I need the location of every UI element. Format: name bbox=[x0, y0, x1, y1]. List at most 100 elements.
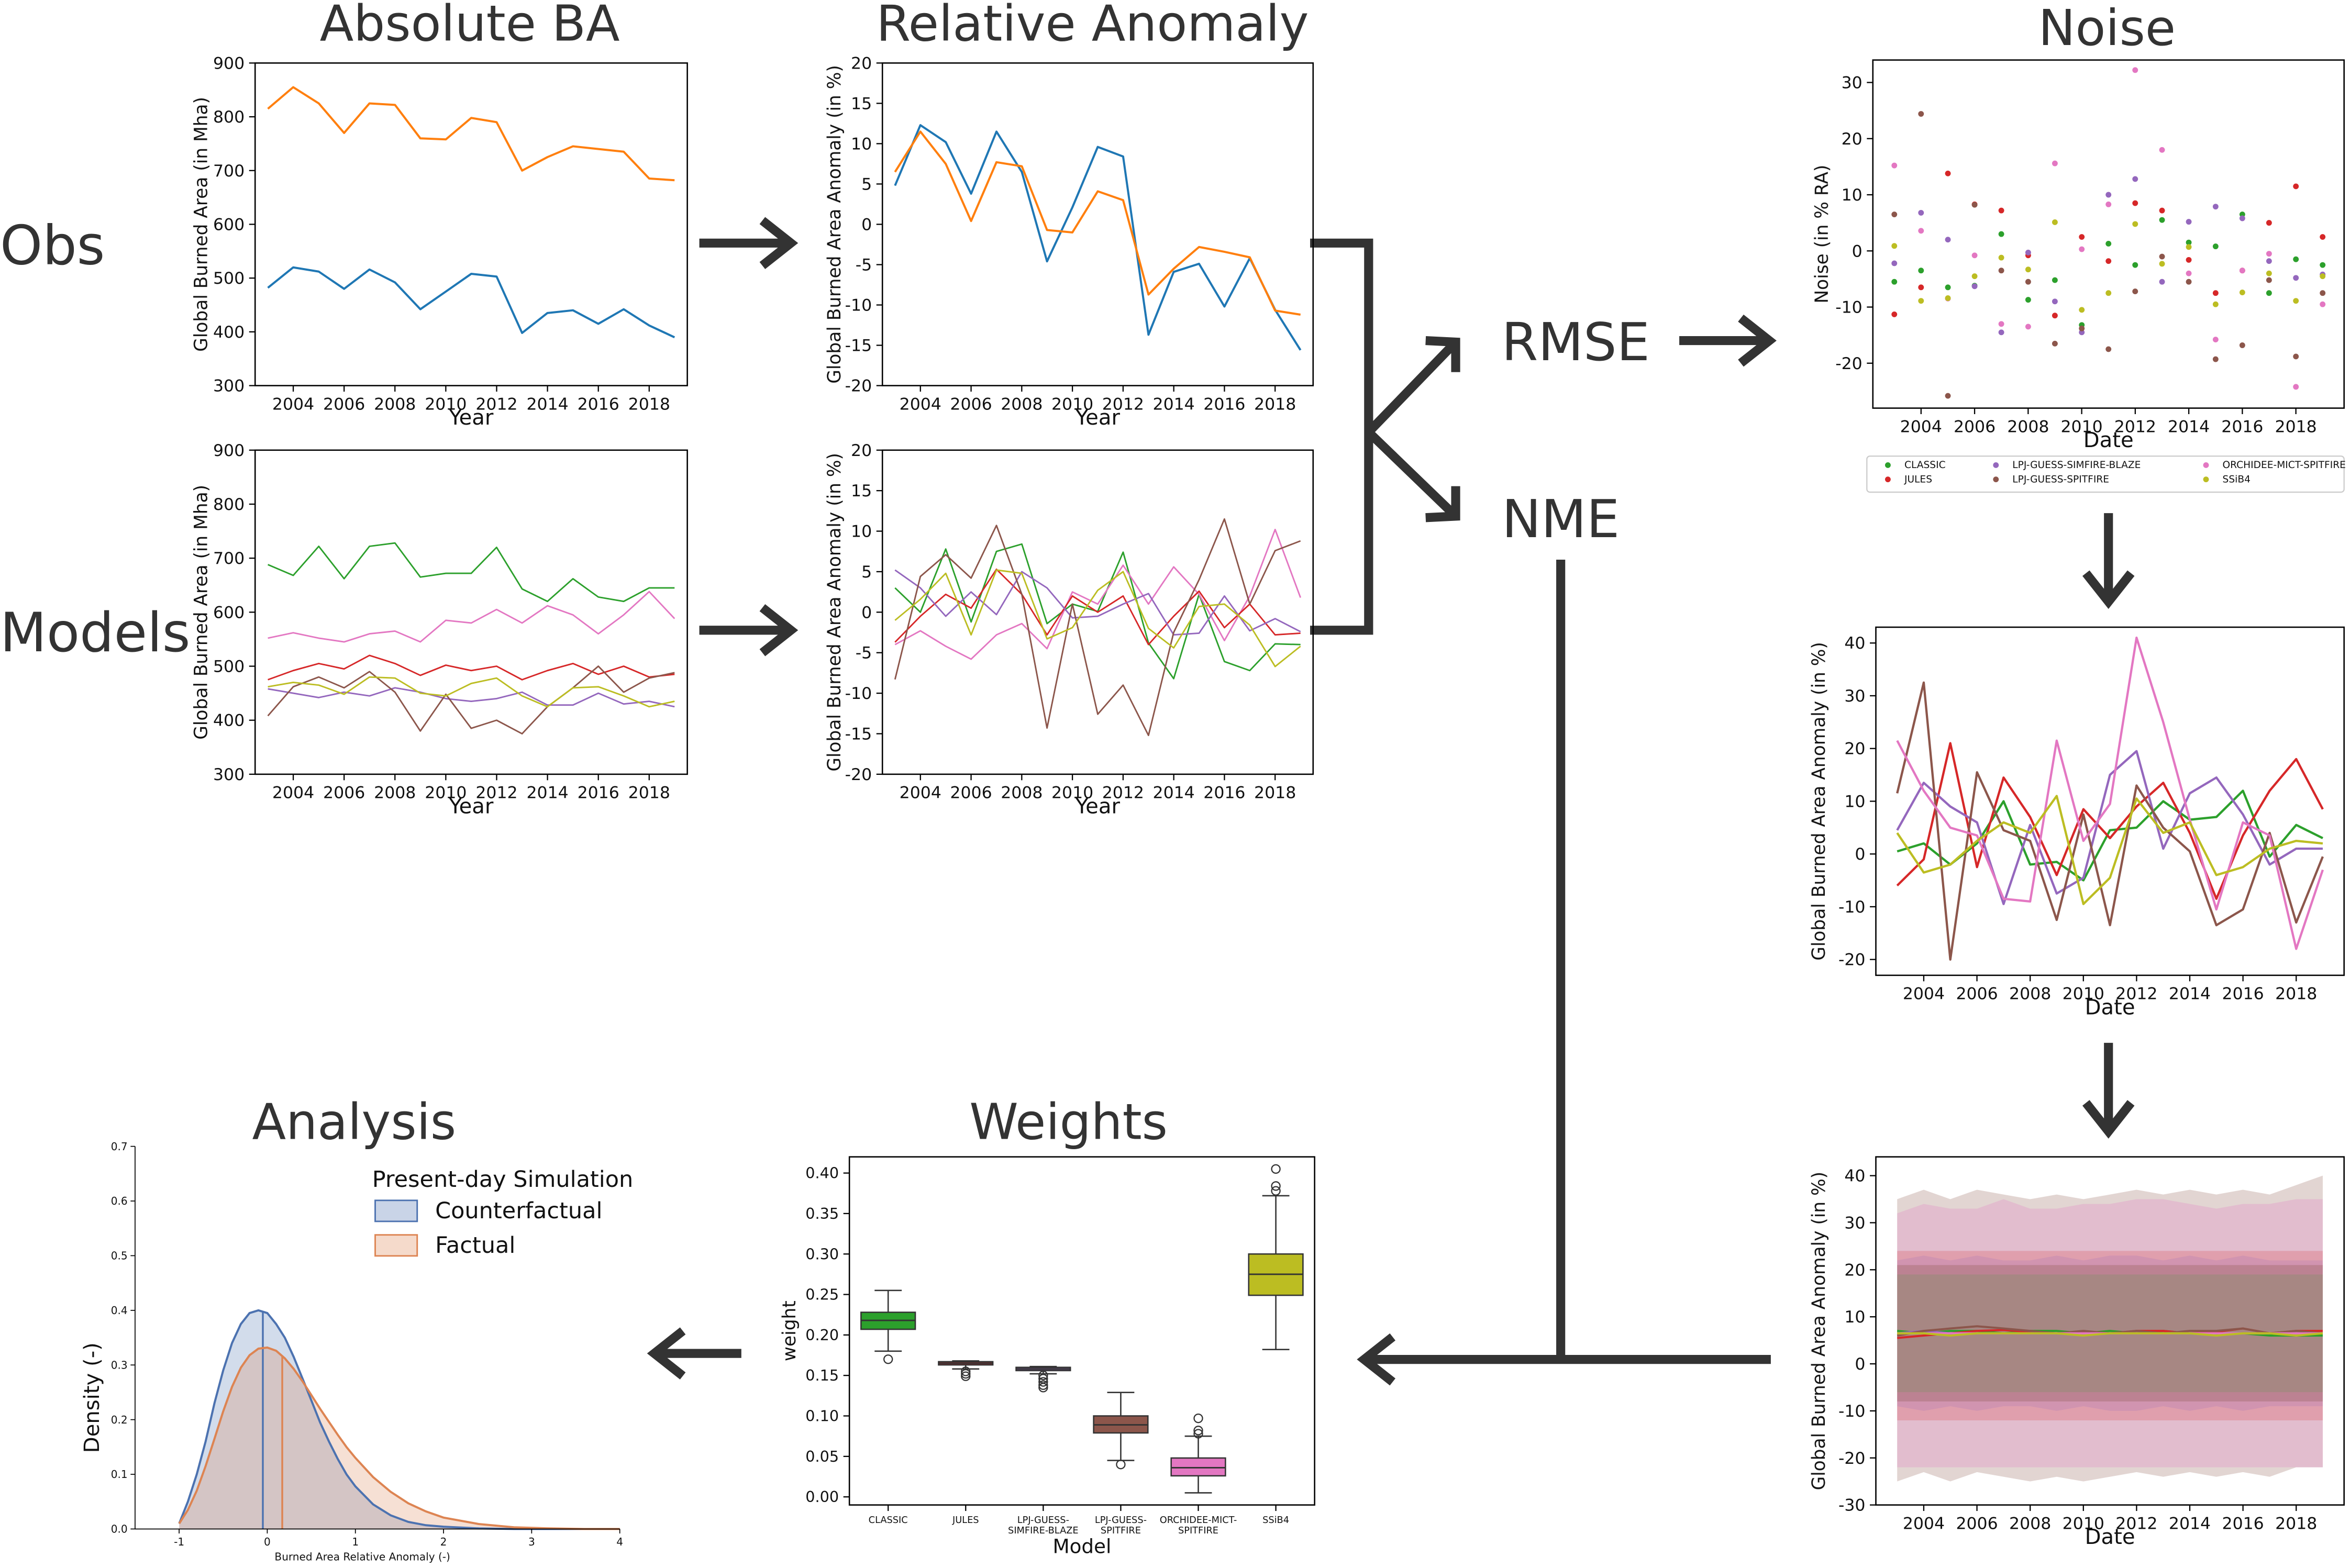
scatter-point bbox=[2186, 257, 2192, 263]
spread-band-2 bbox=[1897, 1251, 2323, 1420]
y-tick-label: 0.4 bbox=[111, 1304, 128, 1317]
plot-frame bbox=[254, 449, 688, 775]
scatter-point bbox=[2212, 290, 2219, 296]
scatter-point bbox=[2025, 249, 2031, 255]
x-tick-label: 2014 bbox=[1153, 395, 1195, 414]
y-tick-label: 500 bbox=[213, 658, 245, 676]
y-tick-label: -15 bbox=[845, 337, 872, 355]
scatter-point bbox=[1918, 284, 1924, 291]
y-tick-label: 5 bbox=[861, 563, 872, 582]
scatter-point bbox=[2052, 219, 2058, 225]
x-tick-label: 2 bbox=[440, 1536, 447, 1548]
y-tick-label: 0.3 bbox=[111, 1359, 128, 1371]
scatter-point bbox=[2320, 262, 2326, 268]
y-tick-label: 300 bbox=[213, 377, 245, 396]
x-tick-label: 2006 bbox=[950, 395, 992, 414]
y-tick-label: 20 bbox=[1844, 740, 1865, 759]
y-tick-label: 0.25 bbox=[805, 1286, 839, 1304]
x-tick-label: 2018 bbox=[2275, 417, 2317, 436]
scatter-point bbox=[2159, 261, 2165, 267]
heading-analysis: Analysis bbox=[252, 1093, 457, 1151]
scatter-point bbox=[2186, 219, 2192, 225]
legend-label: SSiB4 bbox=[2223, 474, 2251, 485]
y-tick-label: 800 bbox=[213, 495, 245, 514]
x-tick-label: 2016 bbox=[1203, 395, 1245, 414]
scatter-point bbox=[1945, 393, 1951, 399]
scatter-point bbox=[2320, 273, 2326, 280]
y-axis-label: Global Burned Area Anomaly (in %) bbox=[824, 453, 845, 772]
outlier bbox=[1271, 1164, 1281, 1174]
x-axis-label: Date bbox=[2083, 428, 2134, 452]
x-axis-label: Model bbox=[1052, 1534, 1111, 1558]
series-line-4 bbox=[267, 665, 675, 735]
y-tick-label: 0.00 bbox=[805, 1488, 839, 1506]
scatter-point bbox=[2132, 176, 2138, 182]
x-tick-label: 2010 bbox=[1051, 784, 1093, 803]
scatter-point bbox=[2239, 268, 2245, 274]
y-tick-label: -10 bbox=[1835, 298, 1862, 317]
x-tick-label: 2010 bbox=[425, 784, 467, 803]
scatter-point bbox=[2239, 215, 2245, 221]
x-tick-label: 0 bbox=[264, 1536, 271, 1548]
ensemble-mean-5 bbox=[1897, 1332, 2323, 1337]
arrow-rmse-to-noise bbox=[1679, 314, 1777, 367]
y-tick-label: 0.6 bbox=[111, 1195, 128, 1207]
scatter-point bbox=[2105, 192, 2112, 198]
scatter-point bbox=[2025, 297, 2031, 303]
x-tick-label: 2004 bbox=[272, 784, 314, 803]
scatter-point bbox=[2025, 324, 2031, 330]
outlier bbox=[961, 1371, 971, 1381]
y-tick-label: 600 bbox=[213, 603, 245, 622]
y-tick-label: 400 bbox=[213, 323, 245, 342]
x-tick-label: 2008 bbox=[1001, 784, 1043, 803]
x-tick-label: 2012 bbox=[2114, 417, 2156, 436]
y-tick-label: 10 bbox=[851, 522, 872, 541]
y-tick-label: 0.10 bbox=[805, 1407, 839, 1425]
chart-noise-scatter: -20 -10 0 10 20 30 2004 2006 2008 2010 2012 2014 201… bbox=[1812, 59, 2345, 452]
x-tick-label: 3 bbox=[528, 1536, 535, 1548]
x-tick-label: 2006 bbox=[950, 784, 992, 803]
x-tick-label: 2018 bbox=[2275, 1514, 2317, 1533]
y-tick-label: 0.5 bbox=[111, 1250, 128, 1262]
scatter-point bbox=[1998, 254, 2004, 261]
x-tick-label: 2008 bbox=[374, 784, 416, 803]
y-tick-label: -5 bbox=[856, 644, 872, 663]
scatter-point bbox=[2186, 244, 2192, 250]
x-tick-label: 4 bbox=[616, 1536, 623, 1548]
scatter-point bbox=[2159, 279, 2165, 285]
scatter-point bbox=[2212, 243, 2219, 250]
x-tick-label: 2006 bbox=[323, 395, 365, 414]
scatter-point bbox=[2052, 313, 2058, 319]
y-tick-label: 10 bbox=[1842, 186, 1863, 205]
x-tick-label: 2004 bbox=[900, 395, 941, 414]
scatter-point bbox=[1891, 243, 1898, 249]
x-tick-label: 2012 bbox=[1102, 395, 1144, 414]
x-tick-label: 2016 bbox=[2222, 985, 2264, 1004]
density-curve-0 bbox=[178, 1309, 620, 1530]
legend-swatch bbox=[374, 1199, 418, 1222]
x-tick-label: 2008 bbox=[2009, 1514, 2051, 1533]
y-axis-label: Global Burned Area Anomaly (in %) bbox=[824, 65, 845, 384]
legend-label: LPJ-GUESS-SIMFIRE-BLAZE bbox=[2012, 460, 2141, 471]
x-tick-label: 2008 bbox=[2009, 985, 2051, 1004]
scatter-point bbox=[2052, 340, 2058, 347]
y-tick-label: 30 bbox=[1844, 1214, 1865, 1233]
plot-frame bbox=[1872, 59, 2345, 409]
y-tick-label: 40 bbox=[1844, 1167, 1865, 1186]
y-axis-label: Global Burned Area (in Mha) bbox=[191, 97, 212, 352]
legend-title: Present-day Simulation bbox=[372, 1166, 633, 1193]
series-line-3 bbox=[1896, 681, 2324, 961]
arrow-weights-to-analysis bbox=[647, 1327, 741, 1380]
legend-marker bbox=[1885, 476, 1891, 483]
x-tick-label: 2016 bbox=[578, 784, 619, 803]
plot-frame bbox=[848, 1156, 1315, 1506]
outlier bbox=[961, 1369, 971, 1379]
scatter-point bbox=[2105, 201, 2112, 207]
y-tick-label: 20 bbox=[1844, 1261, 1865, 1280]
x-tick-label: 2016 bbox=[2222, 1514, 2264, 1533]
scatter-point bbox=[1891, 162, 1898, 169]
scatter-point bbox=[2132, 288, 2138, 295]
series-line-2 bbox=[1896, 750, 2323, 905]
